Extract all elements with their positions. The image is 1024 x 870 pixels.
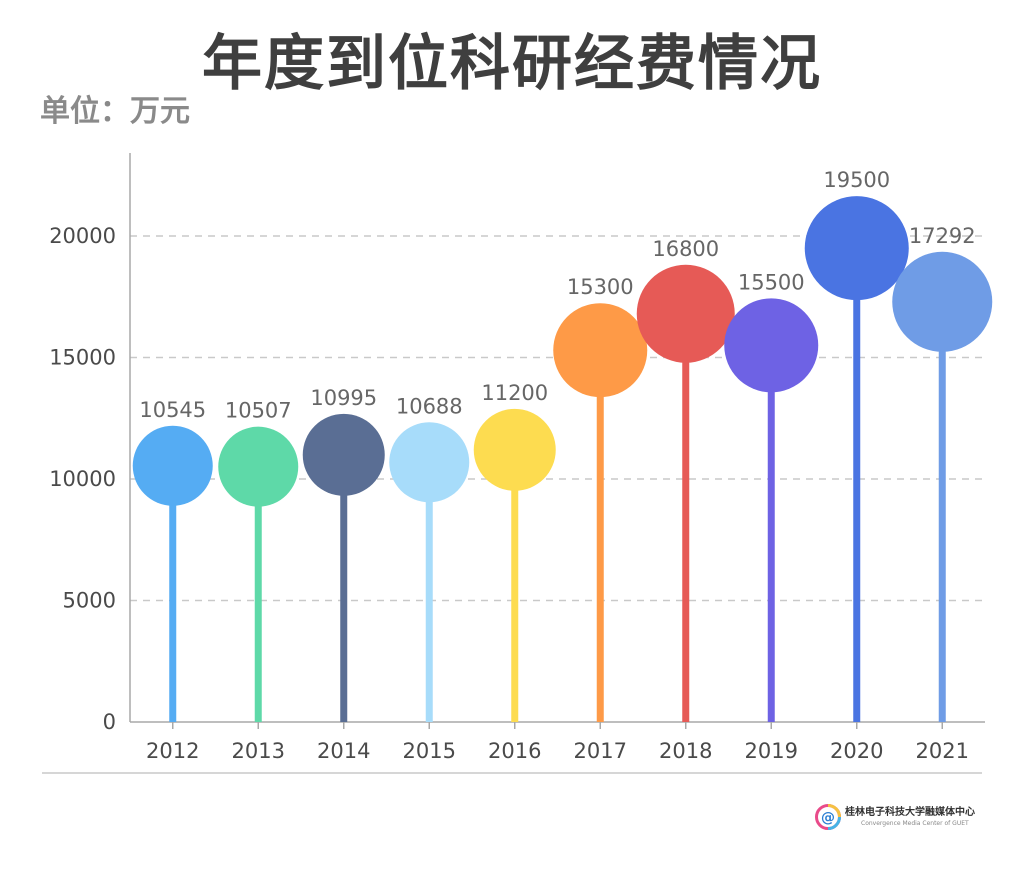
svg-text:@: @ — [821, 810, 835, 826]
data-label: 11200 — [481, 381, 548, 405]
lollipop-head — [473, 408, 556, 491]
x-tick-label: 2015 — [403, 739, 456, 763]
x-tick-label: 2018 — [659, 739, 712, 763]
data-label: 15500 — [738, 270, 805, 294]
x-tick-label: 2012 — [146, 739, 199, 763]
lollipop-head — [553, 303, 648, 398]
y-tick-label: 0 — [103, 710, 116, 734]
x-tick-label: 2020 — [830, 739, 883, 763]
y-tick-label: 5000 — [63, 589, 116, 613]
lollipop-head — [636, 264, 735, 363]
footer-divider — [42, 772, 982, 774]
data-label: 10995 — [310, 386, 377, 410]
x-tick-label: 2017 — [574, 739, 627, 763]
lollipop-head — [724, 298, 819, 393]
x-tick-label: 2013 — [232, 739, 285, 763]
brand-subtitle: Convergence Media Center of GUET — [861, 819, 969, 827]
lollipop-head — [218, 426, 299, 507]
y-tick-label: 10000 — [49, 467, 116, 491]
x-tick-label: 2021 — [916, 739, 969, 763]
at-sign-logo-icon: @ — [815, 804, 841, 830]
data-label: 19500 — [823, 168, 890, 192]
brand-name: 桂林电子科技大学融媒体中心 — [845, 806, 975, 818]
data-label: 15300 — [567, 275, 634, 299]
x-tick-label: 2019 — [745, 739, 798, 763]
lollipop-chart: 0 5000 10000 15000 20000 10545 2012 10507 2013 10… — [49, 153, 993, 763]
lollipop-head — [389, 422, 470, 503]
data-label: 17292 — [909, 224, 976, 248]
data-label: 10507 — [225, 399, 292, 423]
y-tick-label: 15000 — [49, 346, 116, 370]
lollipop-head — [804, 196, 909, 301]
x-tick-label: 2014 — [317, 739, 370, 763]
data-label: 10545 — [139, 398, 206, 422]
data-label: 16800 — [652, 237, 719, 261]
data-label: 10688 — [396, 394, 463, 418]
y-tick-label: 20000 — [49, 224, 116, 248]
lollipop-head — [302, 413, 385, 496]
lollipop-head — [132, 425, 213, 506]
brand-block: @ 桂林电子科技大学融媒体中心 Convergence Media Center… — [815, 804, 975, 830]
unit-label: 单位：万元 — [40, 94, 190, 129]
lollipop-head — [892, 251, 993, 352]
x-tick-label: 2016 — [488, 739, 541, 763]
chart-title: 年度到位科研经费情况 — [202, 29, 822, 99]
